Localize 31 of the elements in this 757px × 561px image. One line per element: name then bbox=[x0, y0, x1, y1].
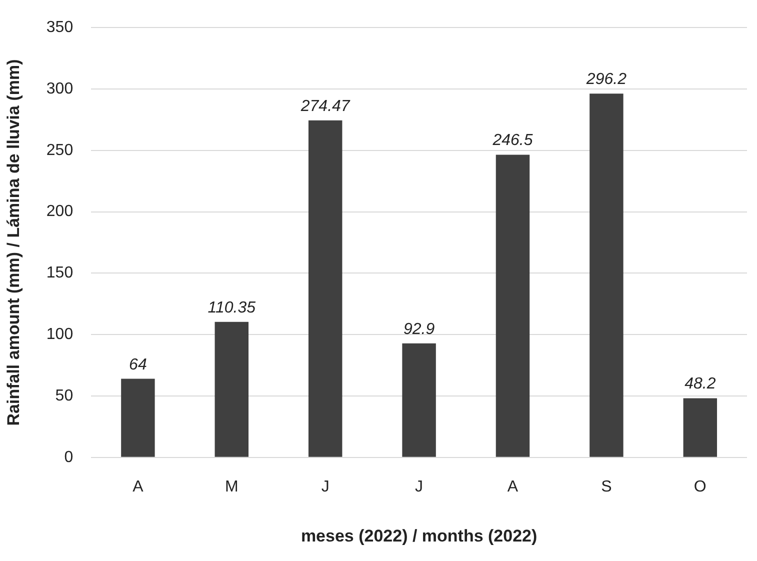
x-tick-label: S bbox=[601, 478, 612, 496]
bar bbox=[214, 322, 249, 457]
y-tick-label: 50 bbox=[55, 387, 74, 404]
x-tick-label: J bbox=[415, 478, 424, 496]
x-tick-label: O bbox=[694, 478, 706, 496]
x-tick-label: M bbox=[224, 478, 238, 496]
y-tick-label: 250 bbox=[46, 142, 74, 159]
data-label: 64 bbox=[129, 356, 147, 374]
bar bbox=[496, 154, 530, 457]
bar bbox=[402, 343, 436, 457]
x-axis-title: meses (2022) / months (2022) bbox=[300, 526, 538, 546]
data-label: 92.9 bbox=[403, 320, 435, 338]
x-tick-label: J bbox=[321, 478, 330, 496]
y-tick-label: 0 bbox=[64, 448, 74, 466]
data-label: 274.47 bbox=[300, 98, 351, 115]
x-tick-label: A bbox=[507, 478, 518, 496]
y-tick-label: 200 bbox=[46, 203, 74, 220]
x-tick-label: A bbox=[132, 478, 144, 496]
bar bbox=[121, 378, 155, 457]
data-label: 246.5 bbox=[492, 132, 533, 150]
y-tick-label: 150 bbox=[46, 264, 74, 282]
data-label: 110.35 bbox=[208, 299, 256, 316]
y-tick-label: 100 bbox=[46, 326, 74, 344]
y-axis-title: Rainfall amount (mm) / Lámina de lluvia (mm) bbox=[4, 59, 23, 426]
bar bbox=[308, 120, 342, 457]
data-label: 48.2 bbox=[684, 376, 716, 393]
y-tick-label: 300 bbox=[46, 80, 74, 98]
bar bbox=[683, 398, 718, 457]
bar bbox=[590, 94, 624, 457]
data-label: 296.2 bbox=[585, 71, 627, 88]
y-tick-label: 350 bbox=[46, 19, 74, 36]
